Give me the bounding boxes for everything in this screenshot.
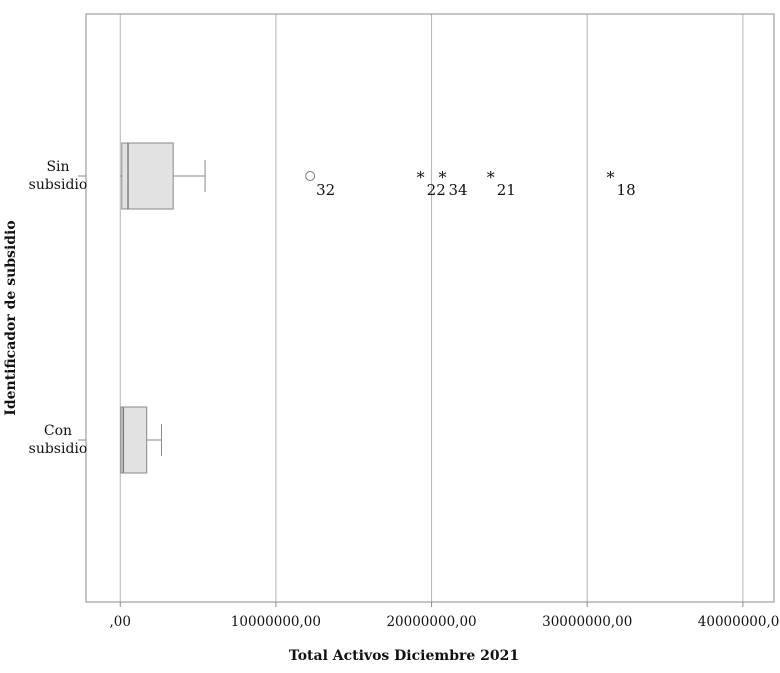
plot-frame (85, 13, 775, 603)
extreme-marker: * (487, 168, 495, 187)
box-iqr (121, 142, 174, 210)
x-axis-ticks: ,00 10000000,00 20000000,00 30000000,00 4000… (110, 602, 780, 630)
x-tick-label: 20000000,00 (386, 614, 476, 630)
category-label-line: Sin (46, 159, 69, 175)
y-axis-title: Identificador de subsidio (3, 220, 19, 415)
box-plots: 32*22*34*21*18 (120, 142, 636, 474)
outlier-label: 32 (316, 181, 335, 199)
x-axis-title: Total Activos Diciembre 2021 (289, 648, 519, 664)
category-label-line: subsidio (29, 441, 88, 457)
category-label: Con subsidio (29, 423, 88, 457)
outlier-label: 18 (617, 181, 636, 199)
y-axis-categories: Sin subsidio Con subsidio (29, 159, 88, 457)
outlier-label: 34 (448, 181, 467, 199)
outlier-label: 21 (497, 181, 516, 199)
category-label: Sin subsidio (29, 159, 88, 193)
outlier-marker (305, 171, 316, 181)
extreme-marker: * (438, 168, 446, 187)
category-label-line: subsidio (29, 177, 88, 193)
x-tick-label: ,00 (110, 614, 131, 630)
grid-lines (119, 14, 744, 602)
outlier-label: 22 (427, 181, 446, 199)
x-tick-label: 30000000,00 (542, 614, 632, 630)
box-iqr (120, 406, 148, 474)
extreme-marker: * (417, 168, 425, 187)
category-label-line: Con (44, 423, 72, 439)
x-tick-label: 10000000,00 (231, 614, 321, 630)
x-tick-label: 40000000,00 (698, 614, 780, 630)
extreme-marker: * (607, 168, 615, 187)
